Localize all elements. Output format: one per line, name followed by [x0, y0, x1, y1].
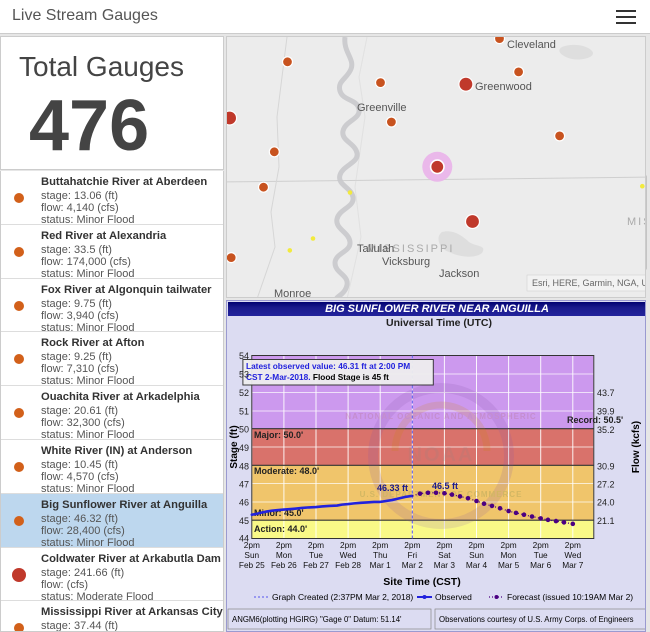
svg-text:54: 54 [239, 351, 249, 361]
svg-text:2pm: 2pm [501, 540, 517, 550]
svg-text:Wed: Wed [340, 550, 357, 560]
svg-text:Flow (kcfs): Flow (kcfs) [631, 421, 642, 473]
svg-text:2pm: 2pm [533, 540, 549, 550]
svg-text:Tallulah: Tallulah [357, 243, 394, 255]
svg-text:Mar 6: Mar 6 [530, 560, 552, 570]
svg-text:Sun: Sun [244, 550, 259, 560]
svg-text:Feb 25: Feb 25 [239, 560, 265, 570]
svg-text:Mar 1: Mar 1 [370, 560, 392, 570]
svg-text:46: 46 [239, 498, 249, 508]
svg-text:Observations courtesy of U.S.: Observations courtesy of U.S. Army Corps… [439, 615, 634, 624]
svg-text:46.33 ft: 46.33 ft [377, 483, 408, 493]
svg-text:MISSISS: MISSISS [627, 216, 646, 228]
svg-text:Greenwood: Greenwood [475, 81, 532, 93]
svg-text:Jackson: Jackson [439, 268, 479, 280]
svg-text:21.1: 21.1 [597, 516, 615, 526]
svg-text:Tue: Tue [309, 550, 323, 560]
svg-text:35.2: 35.2 [597, 425, 615, 435]
svg-text:Monroe: Monroe [274, 288, 311, 298]
svg-text:Site Time (CST): Site Time (CST) [383, 576, 460, 588]
svg-text:50: 50 [239, 425, 249, 435]
svg-text:Greenville: Greenville [357, 102, 407, 114]
svg-text:52: 52 [239, 388, 249, 398]
svg-text:27.2: 27.2 [597, 480, 615, 490]
svg-text:2pm: 2pm [276, 540, 292, 550]
svg-text:2pm: 2pm [565, 540, 581, 550]
svg-text:46.5 ft: 46.5 ft [432, 481, 458, 491]
svg-text:48: 48 [239, 461, 249, 471]
svg-text:Mon: Mon [276, 550, 293, 560]
svg-text:53: 53 [239, 370, 249, 380]
svg-text:Cleveland: Cleveland [507, 39, 556, 51]
svg-text:2pm: 2pm [244, 540, 260, 550]
svg-text:43.7: 43.7 [597, 388, 615, 398]
svg-text:Observed: Observed [435, 592, 472, 602]
svg-text:2pm: 2pm [340, 540, 356, 550]
svg-text:NOAA: NOAA [408, 444, 475, 466]
svg-text:Esri, HERE, Garmin, NGA, USGS,: Esri, HERE, Garmin, NGA, USGS, NPS | Sou… [532, 278, 646, 288]
svg-text:Latest observed value: 46.31 f: Latest observed value: 46.31 ft at 2:00 … [246, 361, 410, 371]
svg-text:Sat: Sat [438, 550, 451, 560]
svg-text:Mar 4: Mar 4 [466, 560, 488, 570]
svg-text:47: 47 [239, 480, 249, 490]
svg-text:Vicksburg: Vicksburg [382, 256, 430, 268]
svg-text:ANGM6(plotting HGIRG) "Gage 0": ANGM6(plotting HGIRG) "Gage 0" Datum: 51… [232, 615, 402, 624]
svg-text:2pm: 2pm [436, 540, 452, 550]
svg-text:Feb 26: Feb 26 [271, 560, 297, 570]
svg-text:2pm: 2pm [308, 540, 324, 550]
svg-text:Mar 5: Mar 5 [498, 560, 520, 570]
svg-text:Stage (ft): Stage (ft) [229, 425, 240, 468]
svg-text:Record: 50.5': Record: 50.5' [567, 415, 623, 425]
svg-text:Graph Created (2:37PM Mar 2, 2: Graph Created (2:37PM Mar 2, 2018) [272, 592, 413, 602]
svg-text:2pm: 2pm [372, 540, 388, 550]
svg-text:Moderate: 48.0': Moderate: 48.0' [254, 466, 319, 476]
svg-text:39.9: 39.9 [597, 407, 615, 417]
svg-text:51: 51 [239, 407, 249, 417]
svg-text:Mar 3: Mar 3 [434, 560, 456, 570]
svg-text:Mar 2: Mar 2 [402, 560, 424, 570]
svg-text:Forecast (issued 10:19AM Mar 2: Forecast (issued 10:19AM Mar 2) [507, 592, 633, 602]
svg-text:CST 2-Mar-2018. Flood Stage i: CST 2-Mar-2018. Flood Stage is 45 ft [246, 372, 389, 382]
svg-text:Thu: Thu [373, 550, 388, 560]
svg-text:2pm: 2pm [468, 540, 484, 550]
svg-text:NATIONAL OCEANIC AND ATMOSPHER: NATIONAL OCEANIC AND ATMOSPHERIC [345, 412, 536, 421]
svg-text:45: 45 [239, 516, 249, 526]
svg-text:Feb 27: Feb 27 [303, 560, 329, 570]
svg-text:Action: 44.0': Action: 44.0' [254, 524, 307, 534]
svg-text:Mon: Mon [501, 550, 518, 560]
svg-text:Major: 50.0': Major: 50.0' [254, 430, 303, 440]
svg-text:Fri: Fri [407, 550, 417, 560]
svg-text:2pm: 2pm [404, 540, 420, 550]
svg-text:Wed: Wed [564, 550, 581, 560]
svg-text:49: 49 [239, 443, 249, 453]
svg-text:Feb 28: Feb 28 [335, 560, 361, 570]
svg-text:30.9: 30.9 [597, 461, 615, 471]
svg-text:Sun: Sun [469, 550, 484, 560]
svg-text:24.0: 24.0 [597, 498, 615, 508]
svg-text:Mar 7: Mar 7 [562, 560, 584, 570]
svg-text:Tue: Tue [534, 550, 548, 560]
